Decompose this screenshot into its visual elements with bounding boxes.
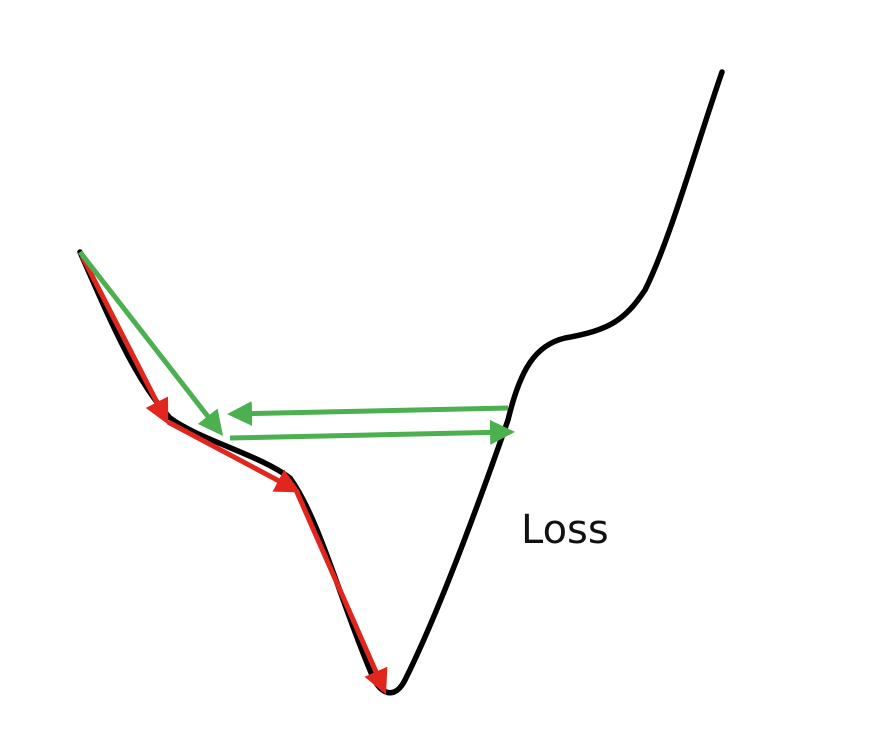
loss-label: Loss bbox=[521, 507, 609, 553]
red-arrow-2 bbox=[166, 419, 301, 493]
large-step-arrows bbox=[78, 250, 515, 445]
red-arrow-1 bbox=[79, 254, 169, 425]
green-arrow-3 bbox=[227, 401, 509, 427]
red-arrow-3 bbox=[293, 488, 388, 695]
green-arrow-1 bbox=[78, 250, 224, 436]
green-arrow-2 bbox=[229, 419, 515, 445]
small-step-arrows bbox=[79, 254, 388, 695]
loss-curve bbox=[77, 69, 725, 696]
